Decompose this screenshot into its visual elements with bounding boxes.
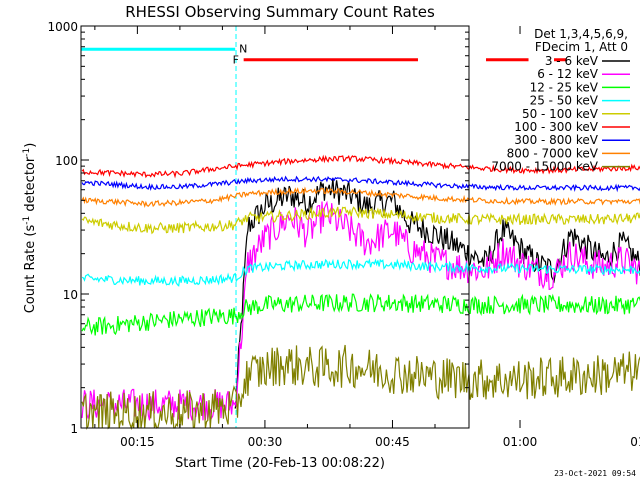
series-line-100-300 — [81, 154, 640, 179]
y-axis-label: Count Rate (s-1 detector-1) — [22, 143, 38, 314]
series-line-25-50 — [81, 258, 640, 287]
x-tick-label: 01:00 — [503, 435, 538, 449]
series-line-300-800 — [81, 175, 640, 193]
legend-label-12-25: 12 - 25 keV — [530, 80, 599, 94]
x-tick-label: 00:45 — [375, 435, 410, 449]
y-axis-label-end: ) — [23, 143, 38, 148]
legend-label-50-100: 50 - 100 keV — [522, 107, 599, 121]
series-lines — [81, 154, 640, 431]
y-axis-label-sup2: -1 — [22, 148, 32, 157]
legend-header-1: Det 1,3,4,5,6,9, — [534, 27, 628, 41]
y-tick-label: 100 — [55, 154, 78, 168]
legend-header-2: FDecim 1, Att 0 — [535, 40, 628, 54]
y-axis: 1 10 100 1000 — [47, 20, 469, 436]
series-line-12-25 — [81, 293, 640, 336]
legend-label-6-12: 6 - 12 keV — [537, 67, 599, 81]
series-line-7000-15000 — [81, 344, 640, 431]
legend-label-100-300: 100 - 300 keV — [514, 120, 598, 134]
series-line-50-100 — [81, 206, 640, 235]
series-line-3-6 — [234, 177, 640, 409]
y-tick-label: 10 — [63, 288, 78, 302]
y-axis-label-mid: detector — [23, 156, 38, 216]
observing-markers: NFS — [81, 26, 567, 428]
x-axis-label: Start Time (20-Feb-13 00:08:22) — [175, 456, 385, 471]
footer-date: 23-Oct-2021 09:54 — [554, 469, 636, 478]
x-tick-label: 00:30 — [248, 435, 283, 449]
y-tick-label: 1 — [70, 422, 78, 436]
legend: Det 1,3,4,5,6,9, FDecim 1, Att 0 3 - 6 k… — [491, 27, 630, 174]
legend-label-800-7000: 800 - 7000 keV — [507, 146, 599, 160]
flare-label: F — [233, 54, 239, 67]
x-tick-label: 00:15 — [120, 435, 155, 449]
legend-label-7000-15000: 7000 - 15000 keV — [491, 160, 598, 174]
chart-title: RHESSI Observing Summary Count Rates — [125, 3, 435, 21]
night-label: N — [239, 42, 247, 55]
y-axis-label-main: Count Rate (s — [23, 225, 38, 314]
legend-label-300-800: 300 - 800 keV — [514, 133, 598, 147]
plot-frame — [80, 25, 470, 429]
y-tick-label: 1000 — [47, 20, 78, 34]
series-line-800-7000 — [81, 186, 640, 209]
legend-label-3-6: 3 - 6 keV — [545, 54, 599, 68]
y-axis-label-sup1: -1 — [22, 216, 32, 225]
x-tick-label: 01:15 — [630, 435, 640, 449]
legend-label-25-50: 25 - 50 keV — [530, 94, 599, 108]
